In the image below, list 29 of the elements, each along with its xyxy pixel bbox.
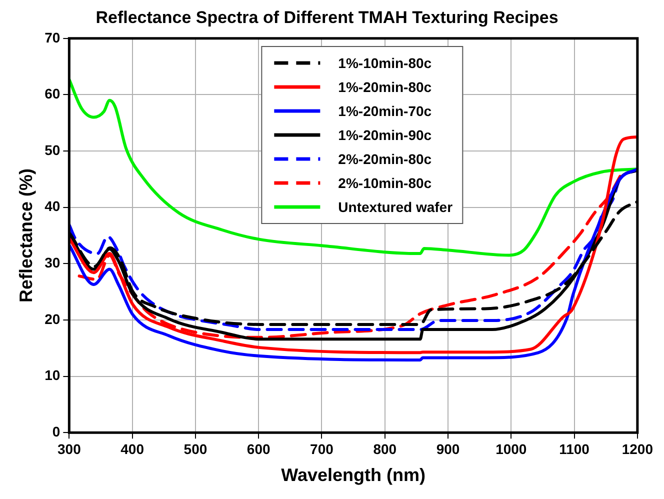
y-tick-label: 60 [44, 86, 60, 102]
x-tick-label: 500 [184, 440, 208, 457]
legend-label: 1%-20min-80c [338, 79, 432, 95]
y-tick-label: 70 [44, 29, 60, 46]
y-tick-label: 20 [44, 310, 60, 327]
legend-label: 2%-10min-80c [338, 175, 432, 191]
legend-label: 1%-20min-70c [338, 103, 432, 119]
chart-title: Reflectance Spectra of Different TMAH Texturing Recipes [96, 8, 558, 27]
x-tick-label: 1000 [496, 440, 527, 457]
line-series [69, 78, 638, 257]
x-tick-label: 300 [57, 440, 82, 457]
x-tick-label: 800 [373, 440, 397, 457]
x-tick-label: 1200 [622, 440, 654, 457]
legend-label: 1%-20min-90c [338, 127, 432, 143]
y-tick-label: 30 [44, 254, 60, 271]
x-tick-label: 1100 [559, 440, 590, 457]
x-tick-label: 900 [436, 440, 460, 457]
x-tick-label: 700 [310, 440, 334, 457]
x-tick-label: 600 [246, 440, 270, 457]
y-tick-label: 40 [44, 198, 60, 214]
legend-label: 1%-10min-80c [338, 55, 432, 71]
y-tick-label: 0 [52, 423, 60, 440]
legend-label: Untextured wafer [338, 199, 453, 215]
y-axis-title: Reflectance (%) [16, 168, 36, 303]
y-tick-label: 50 [44, 142, 60, 158]
x-tick-label: 400 [120, 440, 144, 457]
x-axis-title: Wavelength (nm) [281, 465, 426, 486]
y-tick-label: 10 [44, 367, 60, 384]
legend-label: 2%-20min-80c [338, 151, 432, 167]
